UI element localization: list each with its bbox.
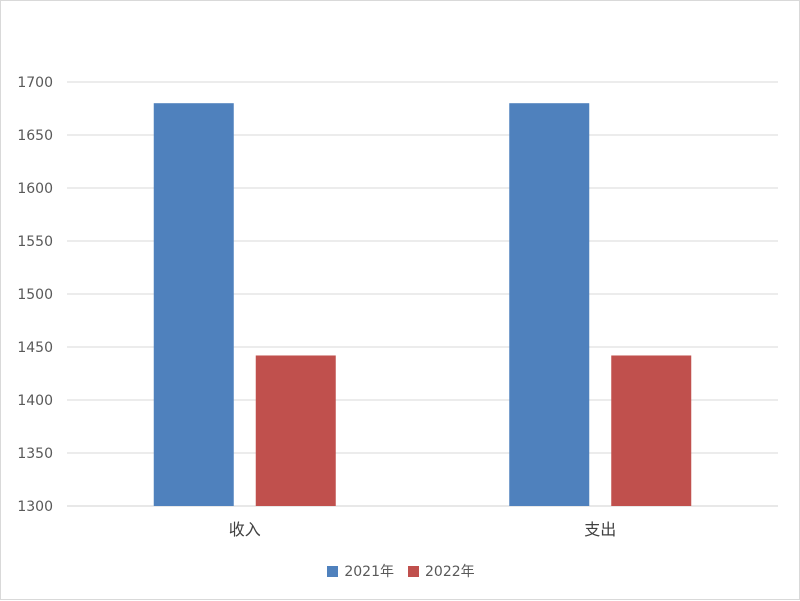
legend-label-2022: 2022年 — [425, 564, 475, 580]
y-tick-label: 1300 — [17, 499, 53, 515]
x-axis-labels: 收入 支出 — [229, 520, 617, 539]
y-tick-label: 1500 — [17, 287, 53, 303]
y-tick-label: 1450 — [17, 340, 53, 356]
x-category-label: 支出 — [584, 520, 616, 539]
y-tick-label: 1400 — [17, 393, 53, 409]
bar-2021-1 — [509, 103, 590, 506]
bar-2021-0 — [153, 103, 234, 506]
legend-label-2021: 2021年 — [344, 564, 394, 580]
bar-2022-1 — [611, 355, 692, 506]
y-axis-ticks: 1300 1350 1400 1450 1500 1550 1600 1650 1700 — [17, 75, 53, 515]
y-tick-label: 1350 — [17, 446, 53, 462]
legend-item-2021: 2021年 — [327, 561, 394, 581]
y-tick-label: 1600 — [17, 181, 53, 197]
y-tick-label: 1650 — [17, 128, 53, 144]
legend-swatch-2021 — [327, 565, 339, 577]
legend: 2021年 2022年 — [1, 561, 800, 581]
x-category-label: 收入 — [229, 520, 261, 539]
bar-2022-0 — [255, 355, 336, 506]
bars — [153, 103, 692, 506]
legend-item-2022: 2022年 — [408, 561, 475, 581]
y-tick-label: 1550 — [17, 234, 53, 250]
legend-swatch-2022 — [408, 565, 419, 577]
y-tick-label: 1700 — [17, 75, 53, 91]
